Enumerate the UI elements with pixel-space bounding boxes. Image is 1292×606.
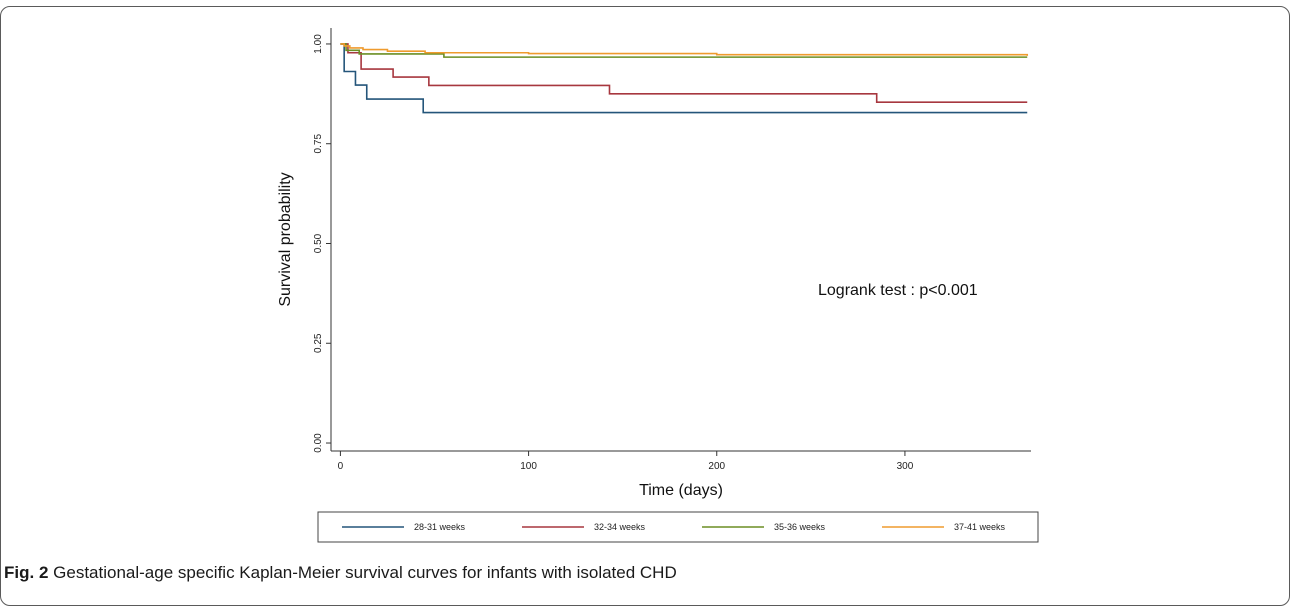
survival-curve-35-36-weeks <box>340 43 1028 58</box>
figure-caption: Fig. 2 Gestational-age specific Kaplan-M… <box>4 563 677 583</box>
legend-label: 32-34 weeks <box>594 522 646 532</box>
survival-curve-37-41-weeks <box>340 43 1029 56</box>
legend-label: 28-31 weeks <box>414 522 466 532</box>
x-axis-title: Time (days) <box>639 482 723 499</box>
axes: 0 100 200 300 0.00 0.25 0.50 0.75 1.00 <box>313 28 1031 472</box>
x-tick-label: 0 <box>338 461 344 472</box>
figure-caption-text: Gestational-age specific Kaplan-Meier su… <box>53 563 677 582</box>
x-tick-label: 200 <box>708 461 725 472</box>
y-tick-label: 0.25 <box>313 333 324 353</box>
survival-curve-28-31-weeks <box>340 43 1028 114</box>
figure-label: Fig. 2 <box>4 563 49 582</box>
km-survival-chart: 0 100 200 300 0.00 0.25 0.50 0.75 1.00 Logrank t… <box>277 28 1039 543</box>
survival-curves <box>340 43 1029 114</box>
legend-label: 35-36 weeks <box>774 522 826 532</box>
x-tick-label: 300 <box>897 461 914 472</box>
legend-label: 37-41 weeks <box>954 522 1006 532</box>
y-tick-label: 0.50 <box>313 233 324 253</box>
legend: 28-31 weeks 32-34 weeks 35-36 weeks 37-41 w… <box>317 511 1039 543</box>
y-tick-label: 0.00 <box>313 433 324 453</box>
logrank-annotation: Logrank test : p<0.001 <box>818 282 978 299</box>
survival-curve-32-34-weeks <box>340 43 1028 104</box>
y-tick-label: 1.00 <box>313 34 324 54</box>
x-tick-label: 100 <box>520 461 537 472</box>
y-tick-label: 0.75 <box>313 134 324 154</box>
y-axis-title: Survival probability <box>277 172 294 306</box>
